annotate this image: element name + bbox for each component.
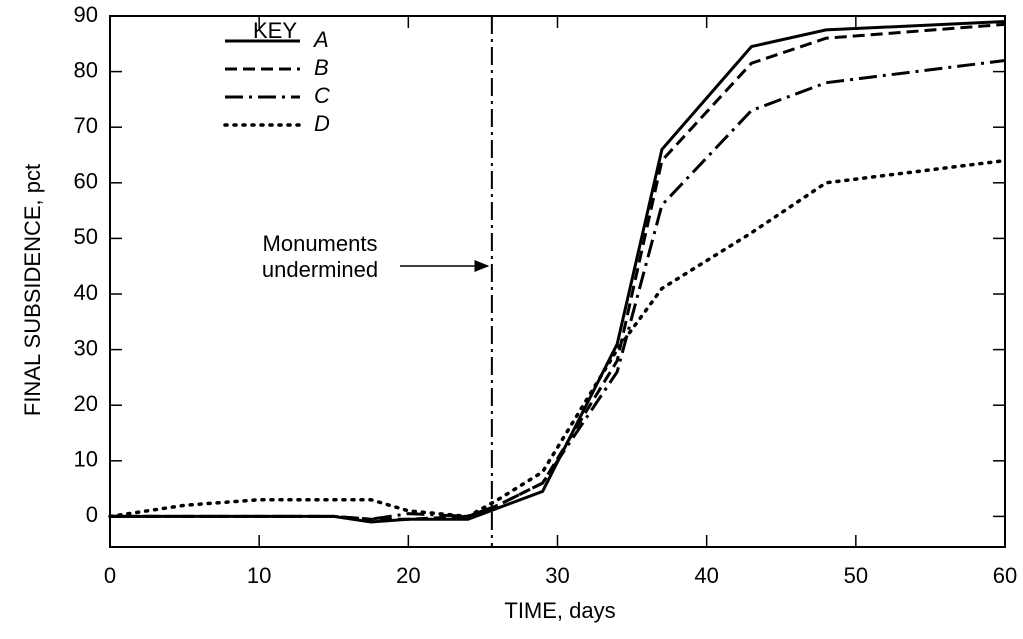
x-tick-label: 40 (694, 563, 718, 588)
annotation-text: undermined (262, 257, 378, 282)
legend-title: KEY (253, 18, 297, 43)
legend-label: A (312, 27, 329, 52)
y-tick-label: 10 (74, 447, 98, 472)
y-tick-label: 50 (74, 224, 98, 249)
x-axis-label: TIME, days (504, 598, 615, 623)
y-tick-label: 0 (86, 502, 98, 527)
x-tick-label: 60 (993, 563, 1017, 588)
series-line (110, 58, 1006, 521)
annotation-text: Monuments (263, 231, 378, 256)
x-tick-label: 20 (396, 563, 420, 588)
y-tick-label: 80 (74, 57, 98, 82)
x-tick-label: 50 (844, 563, 868, 588)
legend-label: C (314, 83, 330, 108)
series-line (110, 20, 1006, 524)
y-tick-label: 40 (74, 280, 98, 305)
y-tick-label: 70 (74, 113, 98, 138)
x-tick-label: 10 (247, 563, 271, 588)
y-tick-label: 90 (74, 2, 98, 27)
x-tick-label: 0 (104, 563, 116, 588)
plot-frame (109, 15, 1006, 548)
legend-label: D (314, 111, 330, 136)
series-line (108, 158, 1007, 519)
y-axis-label: FINAL SUBSIDENCE, pct (20, 164, 45, 416)
y-tick-label: 30 (74, 335, 98, 360)
legend-label: B (314, 55, 329, 80)
x-tick-label: 30 (545, 563, 569, 588)
y-tick-label: 20 (74, 391, 98, 416)
y-tick-label: 60 (74, 169, 98, 194)
